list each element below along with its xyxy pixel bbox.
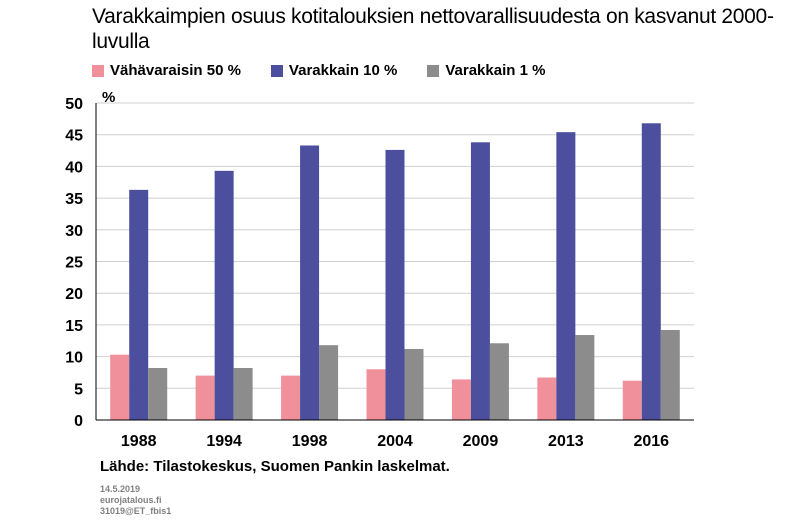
x-tick-label: 2013	[548, 433, 584, 450]
bar	[537, 377, 557, 420]
y-tick-label: 50	[65, 96, 83, 113]
y-tick-label: 5	[74, 381, 83, 398]
bar	[641, 123, 661, 421]
y-tick-label: 15	[65, 318, 83, 335]
bar	[622, 380, 642, 420]
bar	[660, 329, 680, 420]
legend-item-top-10: Varakkain 10 %	[270, 62, 398, 79]
legend-item-top-1: Varakkain 1 %	[427, 62, 545, 79]
legend-label-top-10: Varakkain 10 %	[288, 62, 398, 79]
bar	[195, 375, 215, 420]
bar	[404, 348, 424, 420]
bar	[233, 368, 253, 420]
y-tick-label: 20	[65, 286, 83, 303]
bar	[319, 345, 339, 420]
chart-code: 31019@ET_fbis1	[100, 506, 172, 516]
x-tick-label: 1994	[206, 433, 242, 450]
bar	[366, 369, 386, 420]
legend-swatch-top-1	[427, 64, 440, 77]
y-tick-label: 40	[65, 159, 83, 176]
bar	[148, 368, 168, 420]
bar	[300, 145, 320, 420]
bar	[451, 379, 471, 420]
bar	[385, 149, 405, 420]
bar	[556, 132, 576, 420]
y-tick-label: 45	[65, 128, 83, 145]
x-tick-label: 2009	[463, 433, 499, 450]
y-axis-label: %	[102, 89, 115, 106]
bar	[110, 354, 130, 420]
legend-item-bottom-50: Vähävaraisin 50 %	[92, 62, 241, 79]
y-tick-label: 0	[74, 413, 83, 430]
source-note: Lähde: Tilastokeskus, Suomen Pankin lask…	[100, 458, 450, 475]
legend: Vähävaraisin 50 % Varakkain 10 % Varakka…	[92, 62, 575, 79]
y-tick-label: 30	[65, 223, 83, 240]
legend-swatch-top-10	[270, 64, 283, 77]
y-tick-label: 25	[65, 255, 83, 272]
bar	[129, 189, 149, 420]
bar	[489, 343, 509, 420]
y-tick-label: 10	[65, 350, 83, 367]
chart-title: Varakkaimpien osuus kotitalouksien netto…	[92, 5, 774, 53]
legend-label-bottom-50: Vähävaraisin 50 %	[110, 62, 241, 79]
bar	[281, 375, 301, 420]
legend-swatch-bottom-50	[92, 64, 104, 77]
x-tick-label: 1998	[292, 433, 328, 450]
x-tick-label: 2004	[377, 433, 413, 450]
x-tick-label: 2016	[633, 433, 669, 450]
legend-label-top-1: Varakkain 1 %	[445, 62, 546, 79]
bar	[214, 170, 234, 420]
bar	[470, 142, 490, 421]
bar	[575, 335, 595, 420]
x-tick-label: 1988	[121, 433, 157, 450]
site-name: euroja­talous.fi	[100, 495, 162, 505]
publish-date: 14.5.2019	[100, 484, 141, 494]
y-tick-label: 35	[65, 191, 83, 208]
